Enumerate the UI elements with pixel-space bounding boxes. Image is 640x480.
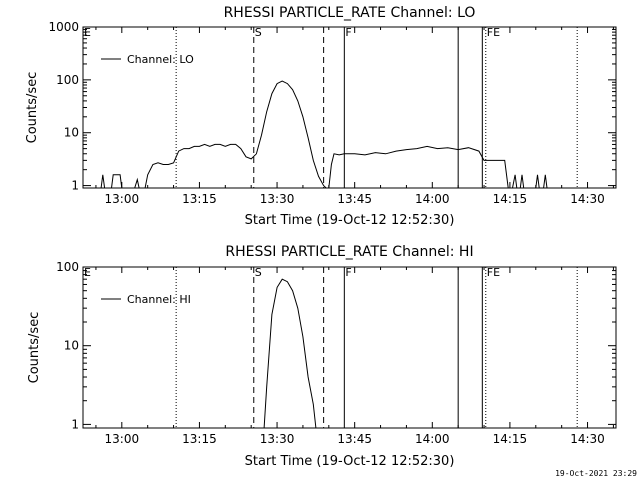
x-tick-label: 14:15 bbox=[493, 192, 528, 206]
y-tick-label: 1000 bbox=[48, 20, 79, 34]
plot-frame bbox=[82, 266, 617, 429]
chart-title: RHESSI PARTICLE_RATE Channel: LO bbox=[224, 5, 476, 21]
x-tick-label: 13:00 bbox=[105, 432, 140, 446]
y-axis-label: Counts/sec bbox=[27, 312, 42, 384]
x-tick-label: 13:00 bbox=[105, 192, 140, 206]
event-marker-label: F bbox=[345, 26, 351, 39]
x-tick-label: 13:15 bbox=[182, 432, 217, 446]
x-tick-label: 14:30 bbox=[570, 432, 605, 446]
x-tick-label: 13:45 bbox=[337, 192, 372, 206]
y-tick-label: 100 bbox=[56, 260, 79, 274]
generation-timestamp: 19-Oct-2021 23:29 bbox=[555, 469, 637, 478]
event-marker-label: S bbox=[255, 26, 262, 39]
y-tick-label: 1 bbox=[71, 179, 79, 193]
x-tick-label: 14:15 bbox=[493, 432, 528, 446]
chart-title: RHESSI PARTICLE_RATE Channel: HI bbox=[225, 244, 473, 260]
x-tick-label: 13:15 bbox=[182, 192, 217, 206]
plot-frame bbox=[82, 26, 617, 189]
event-marker-label: F bbox=[345, 266, 351, 279]
x-tick-label: 14:30 bbox=[570, 192, 605, 206]
y-tick-label: 10 bbox=[64, 126, 79, 140]
event-marker-label: E bbox=[84, 266, 91, 279]
x-axis-label: Start Time (19-Oct-12 12:52:30) bbox=[245, 454, 455, 469]
event-marker-label: FE bbox=[487, 26, 500, 39]
event-marker-label: E bbox=[84, 26, 91, 39]
data-series-line bbox=[95, 80, 548, 189]
event-marker-label: FE bbox=[487, 266, 500, 279]
x-tick-label: 13:45 bbox=[337, 432, 372, 446]
x-tick-label: 13:30 bbox=[260, 432, 295, 446]
legend-label: Channel: HI bbox=[127, 293, 191, 306]
x-tick-label: 13:30 bbox=[260, 192, 295, 206]
legend-label: Channel: LO bbox=[127, 53, 194, 66]
y-tick-label: 10 bbox=[64, 339, 79, 353]
x-tick-label: 14:00 bbox=[415, 192, 450, 206]
y-tick-label: 100 bbox=[56, 73, 79, 87]
x-axis-label: Start Time (19-Oct-12 12:52:30) bbox=[245, 213, 455, 228]
data-series-line bbox=[263, 278, 317, 429]
y-axis-label: Counts/sec bbox=[25, 72, 40, 144]
x-tick-label: 14:00 bbox=[415, 432, 450, 446]
y-tick-label: 1 bbox=[71, 417, 79, 431]
event-marker-label: S bbox=[255, 266, 262, 279]
